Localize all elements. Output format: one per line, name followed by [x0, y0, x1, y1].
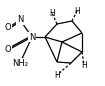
Text: H: H [81, 60, 87, 69]
Text: N: N [29, 33, 35, 42]
Text: H: H [49, 9, 55, 17]
Text: H: H [54, 71, 60, 79]
Text: NH₂: NH₂ [12, 58, 28, 68]
Text: H: H [74, 7, 80, 15]
Text: O: O [5, 45, 11, 55]
Text: N: N [17, 15, 23, 25]
Text: O: O [5, 23, 11, 33]
